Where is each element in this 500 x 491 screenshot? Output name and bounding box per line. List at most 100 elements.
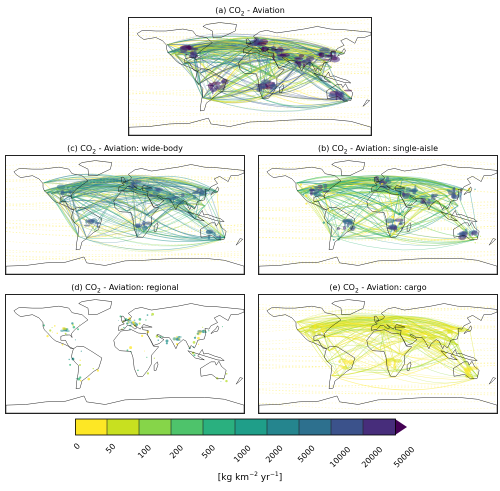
panel-b: (b) CO2 - Aviation: single-aisle	[258, 143, 498, 275]
colorbar-extend-max	[395, 419, 407, 435]
colorbar-segment-1	[107, 419, 139, 435]
coastline-newzealand	[235, 377, 243, 385]
panel-e-title: (e) CO2 - Aviation: cargo	[329, 283, 427, 295]
coastline-japan	[337, 48, 346, 57]
coastline-madagascar	[279, 84, 284, 93]
coastline-uk	[373, 176, 379, 183]
coastline-greenland	[331, 299, 366, 315]
panel-e: (e) CO2 - Aviation: cargo	[258, 282, 498, 414]
panel-a: (a) CO2 - Aviation	[128, 5, 372, 136]
panel-e-map	[258, 294, 498, 414]
coastline-indonesia	[187, 349, 225, 361]
coastline-southamerica	[324, 345, 356, 389]
coastline-uk	[120, 315, 126, 322]
coastline-indonesia	[313, 71, 352, 84]
coastline-newzealand	[488, 377, 496, 385]
coastline-africa	[238, 52, 285, 99]
colorbar-segment-9	[363, 419, 395, 435]
coastline-eurasia	[371, 303, 497, 349]
colorbar-segment-8	[331, 419, 363, 435]
coastline-northamerica	[266, 166, 342, 210]
coastline-australia	[200, 360, 227, 380]
panel-c: (c) CO2 - Aviation: wide-body	[5, 143, 245, 275]
colorbar-tick-9: 20000	[360, 445, 385, 470]
coastline-northamerica	[266, 305, 342, 349]
coastline-uk	[120, 176, 126, 183]
coastline-southamerica	[195, 68, 227, 112]
coastline-madagascar	[406, 222, 412, 232]
coastline-japan	[210, 325, 220, 334]
map-b-svg	[259, 158, 497, 274]
coastline-africa	[366, 329, 412, 377]
coastline-newzealand	[362, 99, 370, 107]
coastline-eurasia	[118, 303, 244, 349]
coastline-madagascar	[153, 222, 159, 232]
coastline-antarctica	[259, 256, 497, 274]
coastline-africa	[113, 329, 159, 377]
colorbar-tick-7: 5000	[296, 443, 317, 465]
coastline-madagascar	[153, 361, 159, 371]
colorbar-segment-5	[235, 419, 267, 435]
colorbar-tick-3: 200	[168, 442, 186, 461]
emission-cores	[60, 319, 207, 341]
panel-b-map	[258, 155, 498, 275]
coastlines	[6, 160, 244, 274]
colorbar	[75, 418, 427, 440]
coastline-greenland	[78, 299, 113, 315]
coastlines	[6, 299, 244, 413]
panel-c-map	[5, 155, 245, 275]
coastline-antarctica	[6, 256, 244, 274]
coastline-antarctica	[259, 395, 497, 413]
emission-cores	[178, 37, 353, 103]
panel-b-title: (b) CO2 - Aviation: single-aisle	[318, 144, 438, 156]
coastline-indonesia	[187, 210, 225, 222]
map-c-svg	[6, 160, 244, 274]
map-d-svg	[6, 299, 244, 413]
coastline-northamerica	[13, 305, 89, 349]
colorbar-svg	[75, 418, 407, 436]
colorbar-tick-5: 1000	[232, 443, 253, 465]
coastline-greenland	[78, 160, 113, 176]
coastlines	[259, 299, 497, 413]
coastline-newzealand	[488, 238, 496, 246]
colorbar-tick-6: 2000	[264, 443, 285, 465]
flight-routes	[296, 309, 479, 391]
emission-cores	[56, 179, 222, 240]
map-e-svg	[259, 299, 497, 413]
ocean-tracks	[259, 158, 497, 265]
colorbar-segment-2	[139, 419, 171, 435]
colorbar-units-label: [kg km−2 yr−1]	[217, 471, 283, 483]
coastline-africa	[113, 190, 159, 238]
ocean-tracks	[6, 161, 244, 262]
colorbar-segment-0	[75, 419, 107, 435]
coastline-eurasia	[371, 164, 497, 210]
coastline-madagascar	[406, 361, 412, 371]
coastline-antarctica	[129, 117, 371, 135]
colorbar-segment-7	[299, 419, 331, 435]
panel-d-map	[5, 294, 245, 414]
colorbar-tick-10: 50000	[392, 445, 417, 470]
coastline-japan	[463, 325, 473, 334]
colorbar-segment-4	[203, 419, 235, 435]
flight-routes	[296, 175, 479, 251]
colorbar-segment-6	[267, 419, 299, 435]
coastline-uk	[373, 315, 379, 322]
panel-c-title: (c) CO2 - Aviation: wide-body	[67, 144, 183, 156]
coastline-japan	[463, 186, 473, 195]
colorbar-tick-4: 500	[200, 442, 218, 461]
coastline-eurasia	[118, 164, 244, 210]
colorbar-tick-2: 100	[136, 442, 154, 461]
coastline-australia	[453, 221, 480, 241]
coastline-australia	[453, 360, 480, 380]
colorbar-outline	[75, 418, 396, 436]
coastline-uk	[245, 38, 251, 45]
coastline-indonesia	[440, 349, 478, 361]
colorbar-tick-1: 50	[104, 441, 118, 456]
coastline-northamerica	[13, 166, 89, 210]
panel-d-title: (d) CO2 - Aviation: regional	[71, 283, 179, 295]
coastline-newzealand	[235, 238, 243, 246]
map-a-svg	[129, 18, 371, 135]
coastline-japan	[210, 186, 220, 195]
panel-a-map	[128, 17, 372, 136]
colorbar-segment-3	[171, 419, 203, 435]
